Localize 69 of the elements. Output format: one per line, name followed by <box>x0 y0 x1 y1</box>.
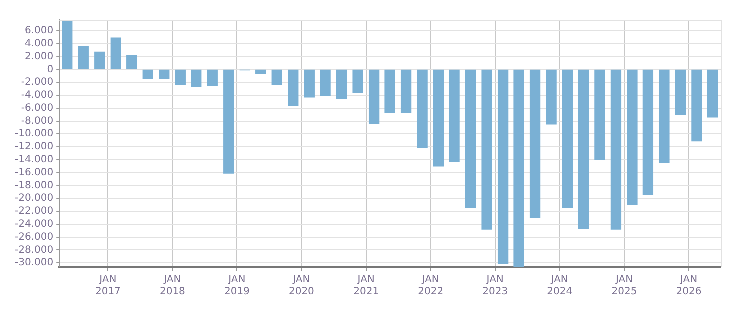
x-tick-label: JAN 2021 <box>354 274 380 298</box>
bar <box>578 70 590 230</box>
y-tick-label: -4.000 <box>21 90 54 102</box>
bar <box>562 70 574 208</box>
y-tick-label: -18.000 <box>14 180 54 192</box>
bar <box>530 70 541 218</box>
bar <box>256 70 266 75</box>
bar <box>224 70 234 174</box>
bar <box>627 70 638 206</box>
bar <box>449 70 460 162</box>
y-tick-label: -2.000 <box>21 77 54 88</box>
bar <box>191 70 202 88</box>
bar <box>336 70 348 100</box>
y-tick-label: -10.000 <box>14 128 54 140</box>
bar <box>400 70 412 114</box>
y-tick-label: -6.000 <box>21 102 54 114</box>
bar <box>610 70 622 230</box>
bar <box>546 70 557 125</box>
bar <box>384 70 396 114</box>
y-tick-label: -8.000 <box>21 116 54 127</box>
bar <box>465 70 476 208</box>
y-tick-label: -16.000 <box>14 167 54 178</box>
bar <box>675 70 686 116</box>
x-tick-label: JAN 2022 <box>418 274 444 298</box>
x-tick-label: JAN 2017 <box>95 274 121 298</box>
bar <box>78 46 89 70</box>
y-tick-label: -20.000 <box>14 193 54 204</box>
bar <box>368 70 380 124</box>
x-tick-label: JAN 2018 <box>160 274 186 298</box>
bar <box>175 70 186 86</box>
bar <box>94 52 106 70</box>
bar <box>288 70 299 106</box>
y-tick-label: 6.000 <box>24 26 54 37</box>
x-tick-label: JAN 2024 <box>547 274 573 298</box>
y-tick-label: -14.000 <box>14 154 54 166</box>
x-tick-label: JAN 2020 <box>288 274 314 298</box>
x-tick-label: JAN 2026 <box>676 274 702 298</box>
bar <box>142 70 154 80</box>
y-tick-label: -24.000 <box>14 219 54 230</box>
bar <box>320 70 331 96</box>
y-tick-label: -30.000 <box>14 258 54 269</box>
bar <box>498 70 509 264</box>
bar <box>126 55 138 70</box>
bar <box>110 38 122 70</box>
y-tick-label: 4.000 <box>24 38 54 50</box>
bar <box>594 70 606 160</box>
bar <box>707 70 718 118</box>
x-tick-label: JAN 2019 <box>224 274 250 298</box>
bar <box>433 70 444 167</box>
bar <box>207 70 218 86</box>
bar <box>417 70 428 148</box>
y-tick-label: -28.000 <box>14 244 54 256</box>
x-tick-label: JAN 2025 <box>612 274 638 298</box>
y-tick-label: -26.000 <box>14 232 54 243</box>
y-tick-label: -12.000 <box>14 142 54 153</box>
y-tick-label: 2.000 <box>24 51 54 62</box>
bar <box>514 70 524 267</box>
y-tick-label: -22.000 <box>14 206 54 218</box>
bar <box>352 70 364 94</box>
bar <box>159 70 170 80</box>
bar <box>272 70 282 86</box>
y-tick-label: 0 <box>47 64 54 76</box>
bar <box>62 20 73 70</box>
bar <box>659 70 670 164</box>
x-tick-label: JAN 2023 <box>482 274 508 298</box>
bar <box>482 70 492 230</box>
bar <box>692 70 702 142</box>
bar <box>642 70 654 196</box>
bar <box>304 70 315 98</box>
